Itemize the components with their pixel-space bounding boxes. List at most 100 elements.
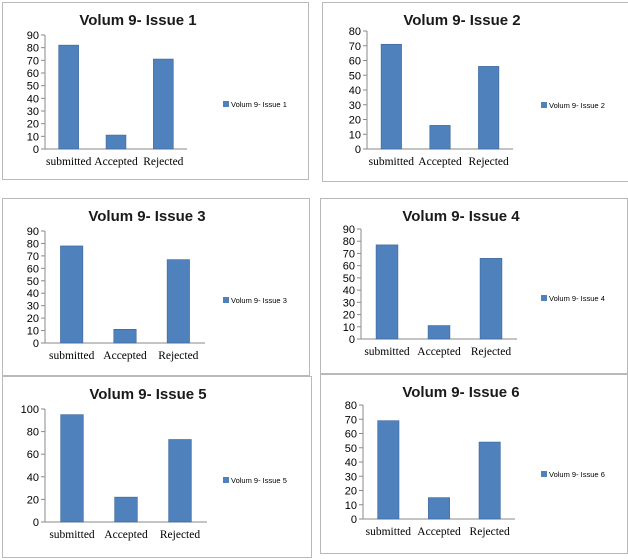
y-tick-label: 10 [343,322,355,334]
y-tick-label: 30 [27,106,39,118]
chart-panel-2: Volum 9- Issue 2 0 10 20 30 40 50 60 70 80 submitt… [322,2,628,182]
y-tick-label: 0 [351,514,357,526]
legend-label: Volum 9- Issue 5 [231,476,287,485]
bar-submitted [380,43,402,150]
chart-title: Volum 9- Issue 1 [79,12,196,29]
legend-swatch [541,295,547,301]
y-tick-label: 0 [33,517,39,529]
y-tick-label: 60 [349,56,361,68]
y-tick-label: 10 [349,129,361,141]
y-tick-label: 40 [343,285,355,297]
bar-accepted [114,496,138,523]
y-tick-label: 90 [27,30,39,42]
bar-chart: Volum 9- Issue 6 0 10 20 30 40 50 60 70 80 submitt… [345,384,605,538]
bar-rejected [478,441,501,520]
y-tick-label: 40 [349,85,361,97]
chart-title: Volum 9- Issue 2 [403,12,520,29]
y-tick-label: 70 [27,251,39,263]
legend-label: Volum 9- Issue 2 [549,101,605,110]
category-label: Rejected [470,526,510,538]
category-label: submitted [49,529,95,541]
y-tick-label: 70 [349,41,361,53]
category-label: Accepted [104,529,148,541]
y-tick-label: 70 [343,248,355,260]
legend-swatch [223,297,229,303]
y-tick-label: 60 [345,429,357,441]
y-tick-label: 60 [343,261,355,273]
y-tick-label: 20 [27,119,39,131]
category-label: submitted [369,156,415,168]
bar-rejected [168,439,192,523]
category-label: submitted [366,526,412,538]
legend-swatch [223,101,229,107]
y-tick-label: 10 [345,500,357,512]
category-label: Rejected [158,350,198,362]
y-tick-label: 90 [343,224,355,236]
category-label: Accepted [417,526,461,538]
bar-accepted [113,329,137,344]
y-tick-label: 80 [349,26,361,38]
chart-panel-6: Volum 9- Issue 6 0 10 20 30 40 50 60 70 80 submitt… [320,374,628,554]
y-tick-label: 50 [27,81,39,93]
legend-label: Volum 9- Issue 1 [231,100,287,109]
bar-accepted [105,134,127,150]
bar-chart: Volum 9- Issue 2 0 10 20 30 40 50 60 70 80 submitt… [349,12,605,168]
y-tick-label: 50 [27,276,39,288]
bar-accepted [429,125,451,150]
chart-title: Volum 9- Issue 4 [402,208,520,225]
category-label: Rejected [143,156,183,168]
legend-label: Volum 9- Issue 6 [549,470,605,479]
bar-accepted [427,325,451,340]
y-tick-label: 40 [345,457,357,469]
y-tick-label: 30 [345,471,357,483]
y-tick-label: 0 [33,338,39,350]
y-tick-label: 20 [343,310,355,322]
bar-rejected [153,58,174,150]
y-tick-label: 80 [343,236,355,248]
chart-title: Volum 9- Issue 3 [88,208,205,225]
y-tick-label: 40 [27,93,39,105]
y-tick-label: 40 [27,472,39,484]
category-label: Rejected [471,346,511,358]
y-tick-label: 0 [349,334,355,346]
y-tick-label: 80 [27,43,39,55]
bar-submitted [60,245,84,344]
y-tick-label: 50 [345,443,357,455]
y-tick-label: 30 [349,100,361,112]
chart-panel-3: Volum 9- Issue 3 0 10 20 30 40 50 60 70 80 90 submi… [2,198,310,376]
category-label: Rejected [160,529,200,541]
y-tick-label: 60 [27,68,39,80]
y-tick-label: 30 [343,297,355,309]
category-label: Accepted [94,156,138,168]
y-tick-label: 0 [33,144,39,156]
bar-submitted [375,244,399,340]
y-tick-label: 60 [27,263,39,275]
y-tick-label: 90 [27,226,39,238]
y-tick-label: 100 [21,404,39,416]
category-label: submitted [364,346,410,358]
y-tick-label: 30 [27,301,39,313]
y-tick-label: 60 [27,449,39,461]
y-tick-label: 10 [27,326,39,338]
y-tick-label: 80 [345,400,357,412]
bar-submitted [58,44,79,150]
category-label: submitted [46,156,92,168]
legend-label: Volum 9- Issue 3 [231,296,287,305]
chart-panel-5: Volum 9- Issue 5 0 20 40 60 80 100 submitted Acc… [2,376,312,558]
y-tick-label: 80 [27,427,39,439]
bar-submitted [377,420,400,520]
y-tick-label: 70 [27,55,39,67]
y-tick-label: 50 [343,273,355,285]
category-label: Accepted [103,350,147,362]
bar-rejected [478,66,500,150]
chart-panel-1: Volum 9- Issue 1 0 10 20 30 40 50 60 70 80 90 submi… [2,2,309,180]
y-tick-label: 10 [27,131,39,143]
category-label: Rejected [469,156,509,168]
bar-rejected [479,258,503,340]
bar-chart: Volum 9- Issue 5 0 20 40 60 80 100 submitted Acc… [21,386,287,541]
y-tick-label: 50 [349,70,361,82]
chart-panel-4: Volum 9- Issue 4 0 10 20 30 40 50 60 70 80 90 submi… [320,198,628,374]
